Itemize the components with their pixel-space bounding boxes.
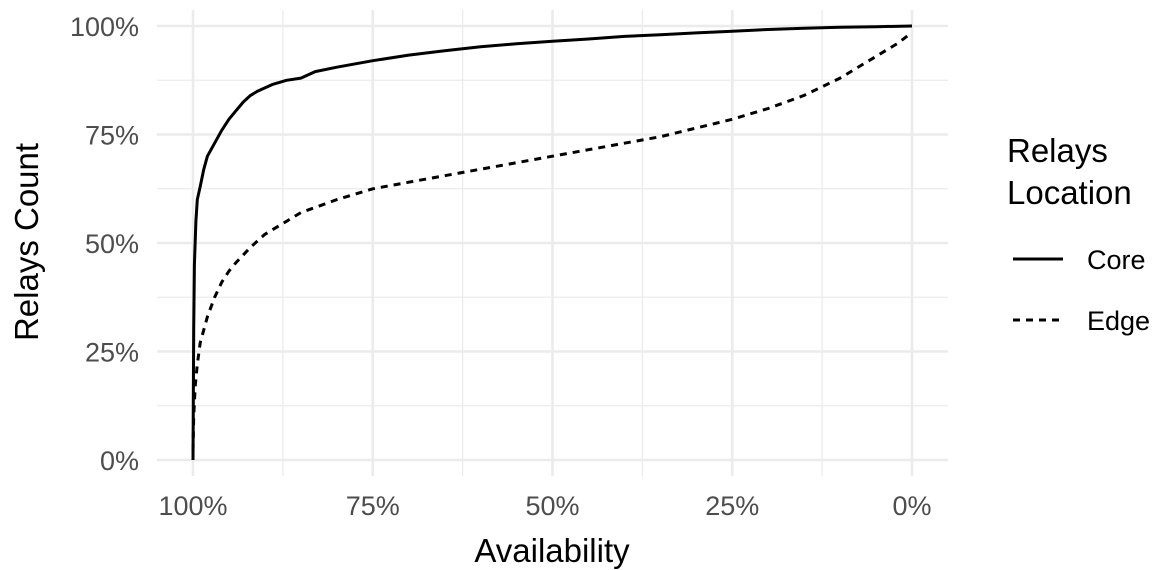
legend-label-edge: Edge <box>1087 306 1150 336</box>
x-tick-label: 75% <box>346 491 400 521</box>
series-lines <box>191 24 913 461</box>
x-axis-tick-labels: 100% 75% 50% 25% 0% <box>158 491 931 521</box>
legend-label-core: Core <box>1087 245 1146 275</box>
y-tick-label: 75% <box>85 121 139 151</box>
major-gridlines <box>157 10 948 476</box>
y-axis-title: Relays Count <box>8 143 45 341</box>
y-tick-label: 0% <box>100 446 139 476</box>
series-line-core <box>191 24 913 461</box>
y-axis-tick-labels: 0% 25% 50% 75% 100% <box>70 12 139 476</box>
x-tick-label: 100% <box>158 491 227 521</box>
y-tick-label: 25% <box>85 338 139 368</box>
x-tick-label: 50% <box>525 491 579 521</box>
legend-title-line-2: Location <box>1007 174 1132 211</box>
x-tick-label: 0% <box>892 491 931 521</box>
y-tick-label: 100% <box>70 12 139 42</box>
legend-title-line-1: Relays <box>1007 132 1108 169</box>
x-axis-title: Availability <box>474 532 630 569</box>
y-tick-label: 50% <box>85 229 139 259</box>
x-tick-label: 25% <box>705 491 759 521</box>
legend: Relays Location Core Edge <box>1007 132 1150 336</box>
